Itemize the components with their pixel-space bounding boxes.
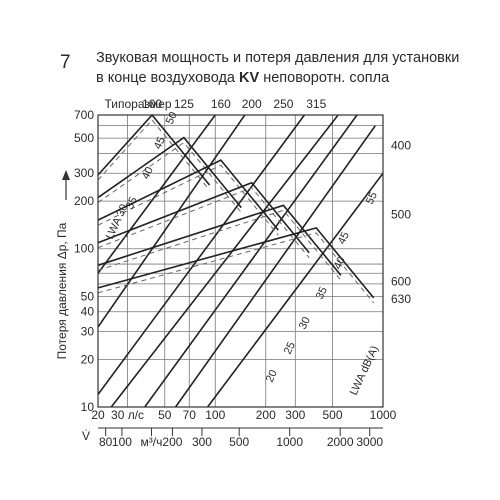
sound-power-label: 40 (140, 165, 156, 181)
y-tick-label: 10 (81, 400, 95, 414)
title-prefix: в конце воздуховода (96, 70, 240, 86)
pressure-line (144, 114, 358, 408)
sound-power-label: 25 (282, 340, 298, 356)
y-tick-label: 100 (74, 242, 94, 256)
size-curves (97, 113, 375, 304)
sound-power-label: LWA dB(A) (348, 344, 381, 397)
x-tick-label-m3h: 3000 (356, 435, 383, 449)
pressure-line (206, 172, 384, 408)
size-label-right: 630 (391, 292, 411, 306)
size-curve-dashed (97, 209, 342, 281)
x-tick-label-m3h: 1000 (276, 435, 303, 449)
y-axis-arrowhead (62, 170, 70, 180)
pressure-line (97, 114, 306, 395)
size-label-top: 160 (211, 97, 231, 111)
size-label-right: 400 (391, 138, 411, 152)
y-tick-label: 30 (81, 324, 95, 338)
pressure-line (97, 114, 216, 274)
sound-power-label: 35 (314, 285, 330, 301)
y-tick-label: 500 (74, 131, 94, 145)
x-tick-label-ls: 70 (183, 408, 197, 422)
x-tick-label-m3h: 500 (229, 435, 249, 449)
size-label-right: 500 (391, 207, 411, 221)
x-tick-label-m3h: 200 (162, 435, 182, 449)
y-axis-label: Потеря давления Δp, Па (55, 222, 69, 359)
plot-frame (97, 114, 384, 408)
sound-power-label: 40 (332, 255, 348, 271)
chart-title-line-1: Звуковая мощность и потеря давления для … (96, 50, 460, 66)
sound-power-label: 20 (264, 368, 280, 384)
figure-number: 7 (60, 52, 71, 73)
size-curve-dashed (97, 164, 279, 236)
size-label-top: 125 (174, 97, 194, 111)
title-suffix: неповоротн. сопла (259, 70, 390, 86)
x-tick-label-ls: 300 (285, 408, 305, 422)
title-model: KV (239, 70, 260, 86)
size-curve-dashed (97, 119, 210, 191)
sound-power-label: 30 (297, 315, 313, 331)
size-label-top: 100 (142, 97, 162, 111)
sound-power-label: 35 (124, 195, 140, 211)
size-curve-dashed (97, 232, 375, 304)
size-curve (97, 181, 310, 254)
sound-power-label: 45 (336, 230, 352, 246)
pressure-line (97, 114, 246, 328)
size-curve (97, 136, 242, 209)
y-tick-label: 20 (81, 352, 95, 366)
x-tick-label-ls: 1000 (370, 408, 397, 422)
x-axis-symbol: V̇ (82, 429, 90, 443)
chart-frame (62, 114, 384, 436)
x-tick-label-m3h: 80 (99, 435, 113, 449)
sound-power-label: 45 (152, 135, 168, 151)
size-header: Типоразмер (105, 97, 172, 111)
x-tick-label-ls: 30 л/с (111, 408, 144, 422)
size-curve (97, 226, 375, 299)
x-tick-label-m3h: м³/ч (141, 435, 163, 449)
x-tick-label-ls: 500 (322, 408, 342, 422)
y-tick-label: 300 (74, 166, 94, 180)
size-label-top: 250 (273, 97, 293, 111)
x-tick-label-ls: 200 (256, 408, 276, 422)
size-label-top: 315 (306, 97, 326, 111)
size-label-right: 600 (391, 275, 411, 289)
x-tick-label-ls: 50 (158, 408, 172, 422)
sound-power-label: 50 (164, 110, 180, 126)
y-tick-label: 40 (81, 305, 95, 319)
y-tick-label: 200 (74, 194, 94, 208)
size-label-top: 200 (242, 97, 262, 111)
pressure-line (174, 125, 376, 408)
size-curve (97, 159, 279, 231)
x-tick-label-ls: 20 (91, 408, 105, 422)
x-tick-label-m3h: 300 (192, 435, 212, 449)
chart-title-line-2: в конце воздуховода KV неповоротн. сопла (96, 70, 389, 86)
y-tick-label: 700 (74, 108, 94, 122)
pressure-lines (97, 114, 384, 408)
sound-power-label: 55 (364, 190, 380, 206)
y-tick-label: 50 (81, 289, 95, 303)
size-curve (97, 204, 342, 276)
size-curve-dashed (97, 141, 242, 213)
x-tick-label-m3h: 2000 (327, 435, 354, 449)
pressure-line (110, 114, 339, 408)
x-tick-label-m3h: 100 (112, 435, 132, 449)
x-tick-label-ls: 100 (205, 408, 225, 422)
